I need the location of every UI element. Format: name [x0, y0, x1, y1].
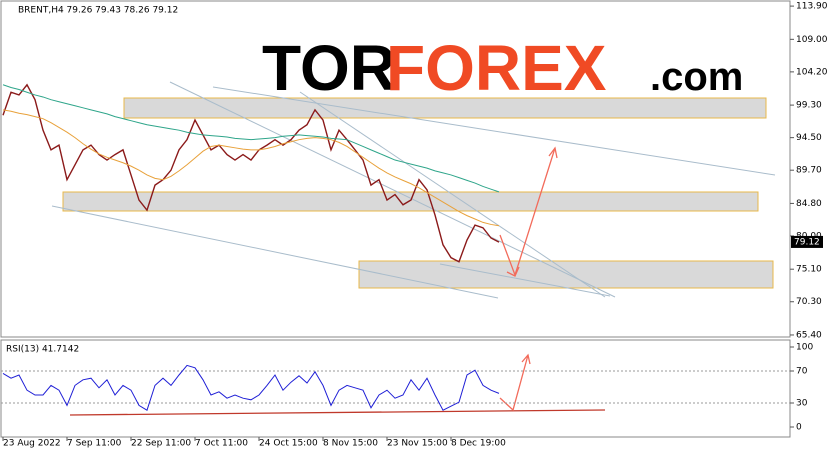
y-tick-label: 100 [796, 343, 813, 353]
zone [62, 191, 759, 212]
trend-line [212, 86, 776, 176]
y-tick-label: 89.70 [796, 166, 822, 176]
last-price-box [791, 235, 823, 248]
zone [123, 97, 767, 119]
watermark: TOR FOREX .com [262, 32, 743, 104]
logo-forex: FOREX [386, 32, 607, 104]
x-tick-label: 8 Nov 15:00 [323, 439, 378, 449]
arrow [499, 354, 529, 412]
zone [358, 260, 774, 289]
y-tick-label: 70.30 [796, 297, 822, 307]
y-tick-label: 94.50 [796, 133, 822, 143]
y-tick-label: 109.00 [796, 35, 828, 45]
x-tick-label: 23 Nov 15:00 [387, 439, 448, 449]
logo-com: .com [650, 55, 743, 99]
rsi-trend-line [69, 409, 606, 416]
logo-tor: TOR [262, 32, 396, 104]
x-tick-label: 23 Aug 2022 [3, 439, 61, 449]
y-tick-label: 84.80 [796, 199, 822, 209]
arrow-head [548, 146, 558, 159]
x-tick-label: 22 Sep 11:00 [131, 439, 191, 449]
trend-line [169, 81, 616, 298]
series-line [2, 109, 500, 227]
trend-line [299, 91, 606, 298]
rsi-pane [0, 339, 791, 438]
rsi-title: RSI(13) 41.7142 [6, 345, 79, 355]
chart-title: BRENT,H4 79.26 79.43 78.26 79.12 [18, 6, 178, 16]
y-tick-label: 70 [796, 367, 808, 377]
arrow-head [521, 353, 531, 365]
series-line [2, 364, 500, 411]
y-tick-label: 75.10 [796, 265, 822, 275]
trend-line [439, 263, 611, 297]
y-tick-label: 30 [796, 399, 808, 409]
x-tick-label: 7 Oct 11:00 [195, 439, 248, 449]
price-pane [0, 0, 791, 338]
y-tick-label: 99.30 [796, 101, 822, 111]
series-line [2, 84, 500, 193]
forecast-arrows [69, 146, 606, 416]
y-tick-label: 65.40 [796, 330, 822, 340]
y-tick-label: 113.90 [796, 2, 828, 12]
last-price-label: 79.12 [794, 237, 820, 247]
y-tick-label: 104.20 [796, 67, 828, 77]
x-tick-label: 24 Oct 15:00 [259, 439, 318, 449]
trend-lines [51, 81, 776, 299]
trend-line [51, 205, 499, 299]
x-tick-label: 7 Sep 11:00 [67, 439, 122, 449]
x-tick-label: 8 Dec 19:00 [451, 439, 506, 449]
y-tick-label: 0 [796, 423, 802, 433]
arrow-head [506, 266, 520, 277]
